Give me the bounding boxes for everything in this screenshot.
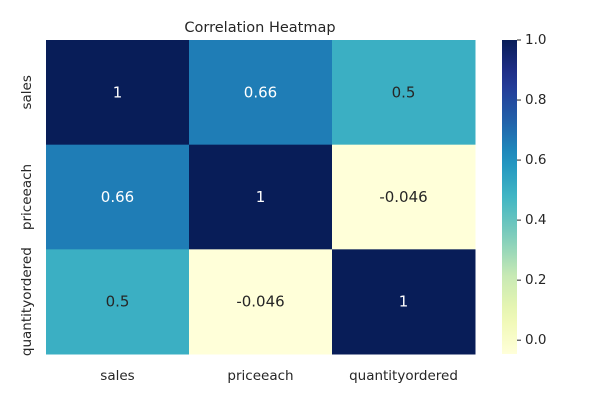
colorbar-tick-label: 0.2 bbox=[525, 272, 546, 288]
colorbar-tick-label: 1.0 bbox=[525, 32, 546, 48]
colorbar-tick-label: 0.0 bbox=[525, 332, 546, 348]
cell-value-label: 0.5 bbox=[106, 293, 130, 311]
column-labels: sales priceeach quantityordered bbox=[100, 368, 458, 384]
cell-value-label: 1 bbox=[113, 83, 123, 101]
row-tick-label: priceeach bbox=[19, 164, 35, 230]
colorbar: 0.0 0.2 0.4 0.6 0.8 1.0 bbox=[502, 32, 546, 354]
heatmap-cell bbox=[332, 40, 476, 146]
heatmap-cell bbox=[332, 144, 476, 250]
colorbar-tick-label: 0.6 bbox=[525, 152, 546, 168]
column-tick-label: quantityordered bbox=[349, 368, 458, 384]
cell-value-label: 0.66 bbox=[101, 188, 134, 206]
row-tick-label: sales bbox=[19, 75, 35, 109]
cell-value-label: 1 bbox=[256, 188, 266, 206]
heatmap-cell bbox=[189, 144, 333, 250]
column-tick-label: priceeach bbox=[227, 368, 293, 384]
colorbar-tick-label: 0.4 bbox=[525, 212, 546, 228]
cell-value-label: -0.046 bbox=[236, 293, 284, 311]
heatmap-cell bbox=[189, 249, 333, 355]
cell-value-label: 1 bbox=[399, 293, 409, 311]
colorbar-gradient bbox=[502, 40, 517, 354]
chart-title: Correlation Heatmap bbox=[184, 20, 335, 36]
heatmap-cell bbox=[332, 249, 476, 355]
row-labels: sales priceeach quantityordered bbox=[19, 75, 35, 356]
column-tick-label: sales bbox=[100, 368, 134, 384]
heatmap-cell bbox=[46, 144, 190, 250]
heatmap-cell bbox=[46, 40, 190, 146]
colorbar-tick-label: 0.8 bbox=[525, 92, 546, 108]
heatmap-cells: 1 0.66 0.5 0.66 1 -0.046 0.5 -0.046 1 bbox=[46, 40, 476, 355]
row-tick-label: quantityordered bbox=[19, 247, 35, 356]
cell-value-label: 0.66 bbox=[244, 83, 277, 101]
cell-value-label: 0.5 bbox=[392, 83, 416, 101]
heatmap-cell bbox=[189, 40, 333, 146]
heatmap-cell bbox=[46, 249, 190, 355]
cell-value-label: -0.046 bbox=[379, 188, 427, 206]
